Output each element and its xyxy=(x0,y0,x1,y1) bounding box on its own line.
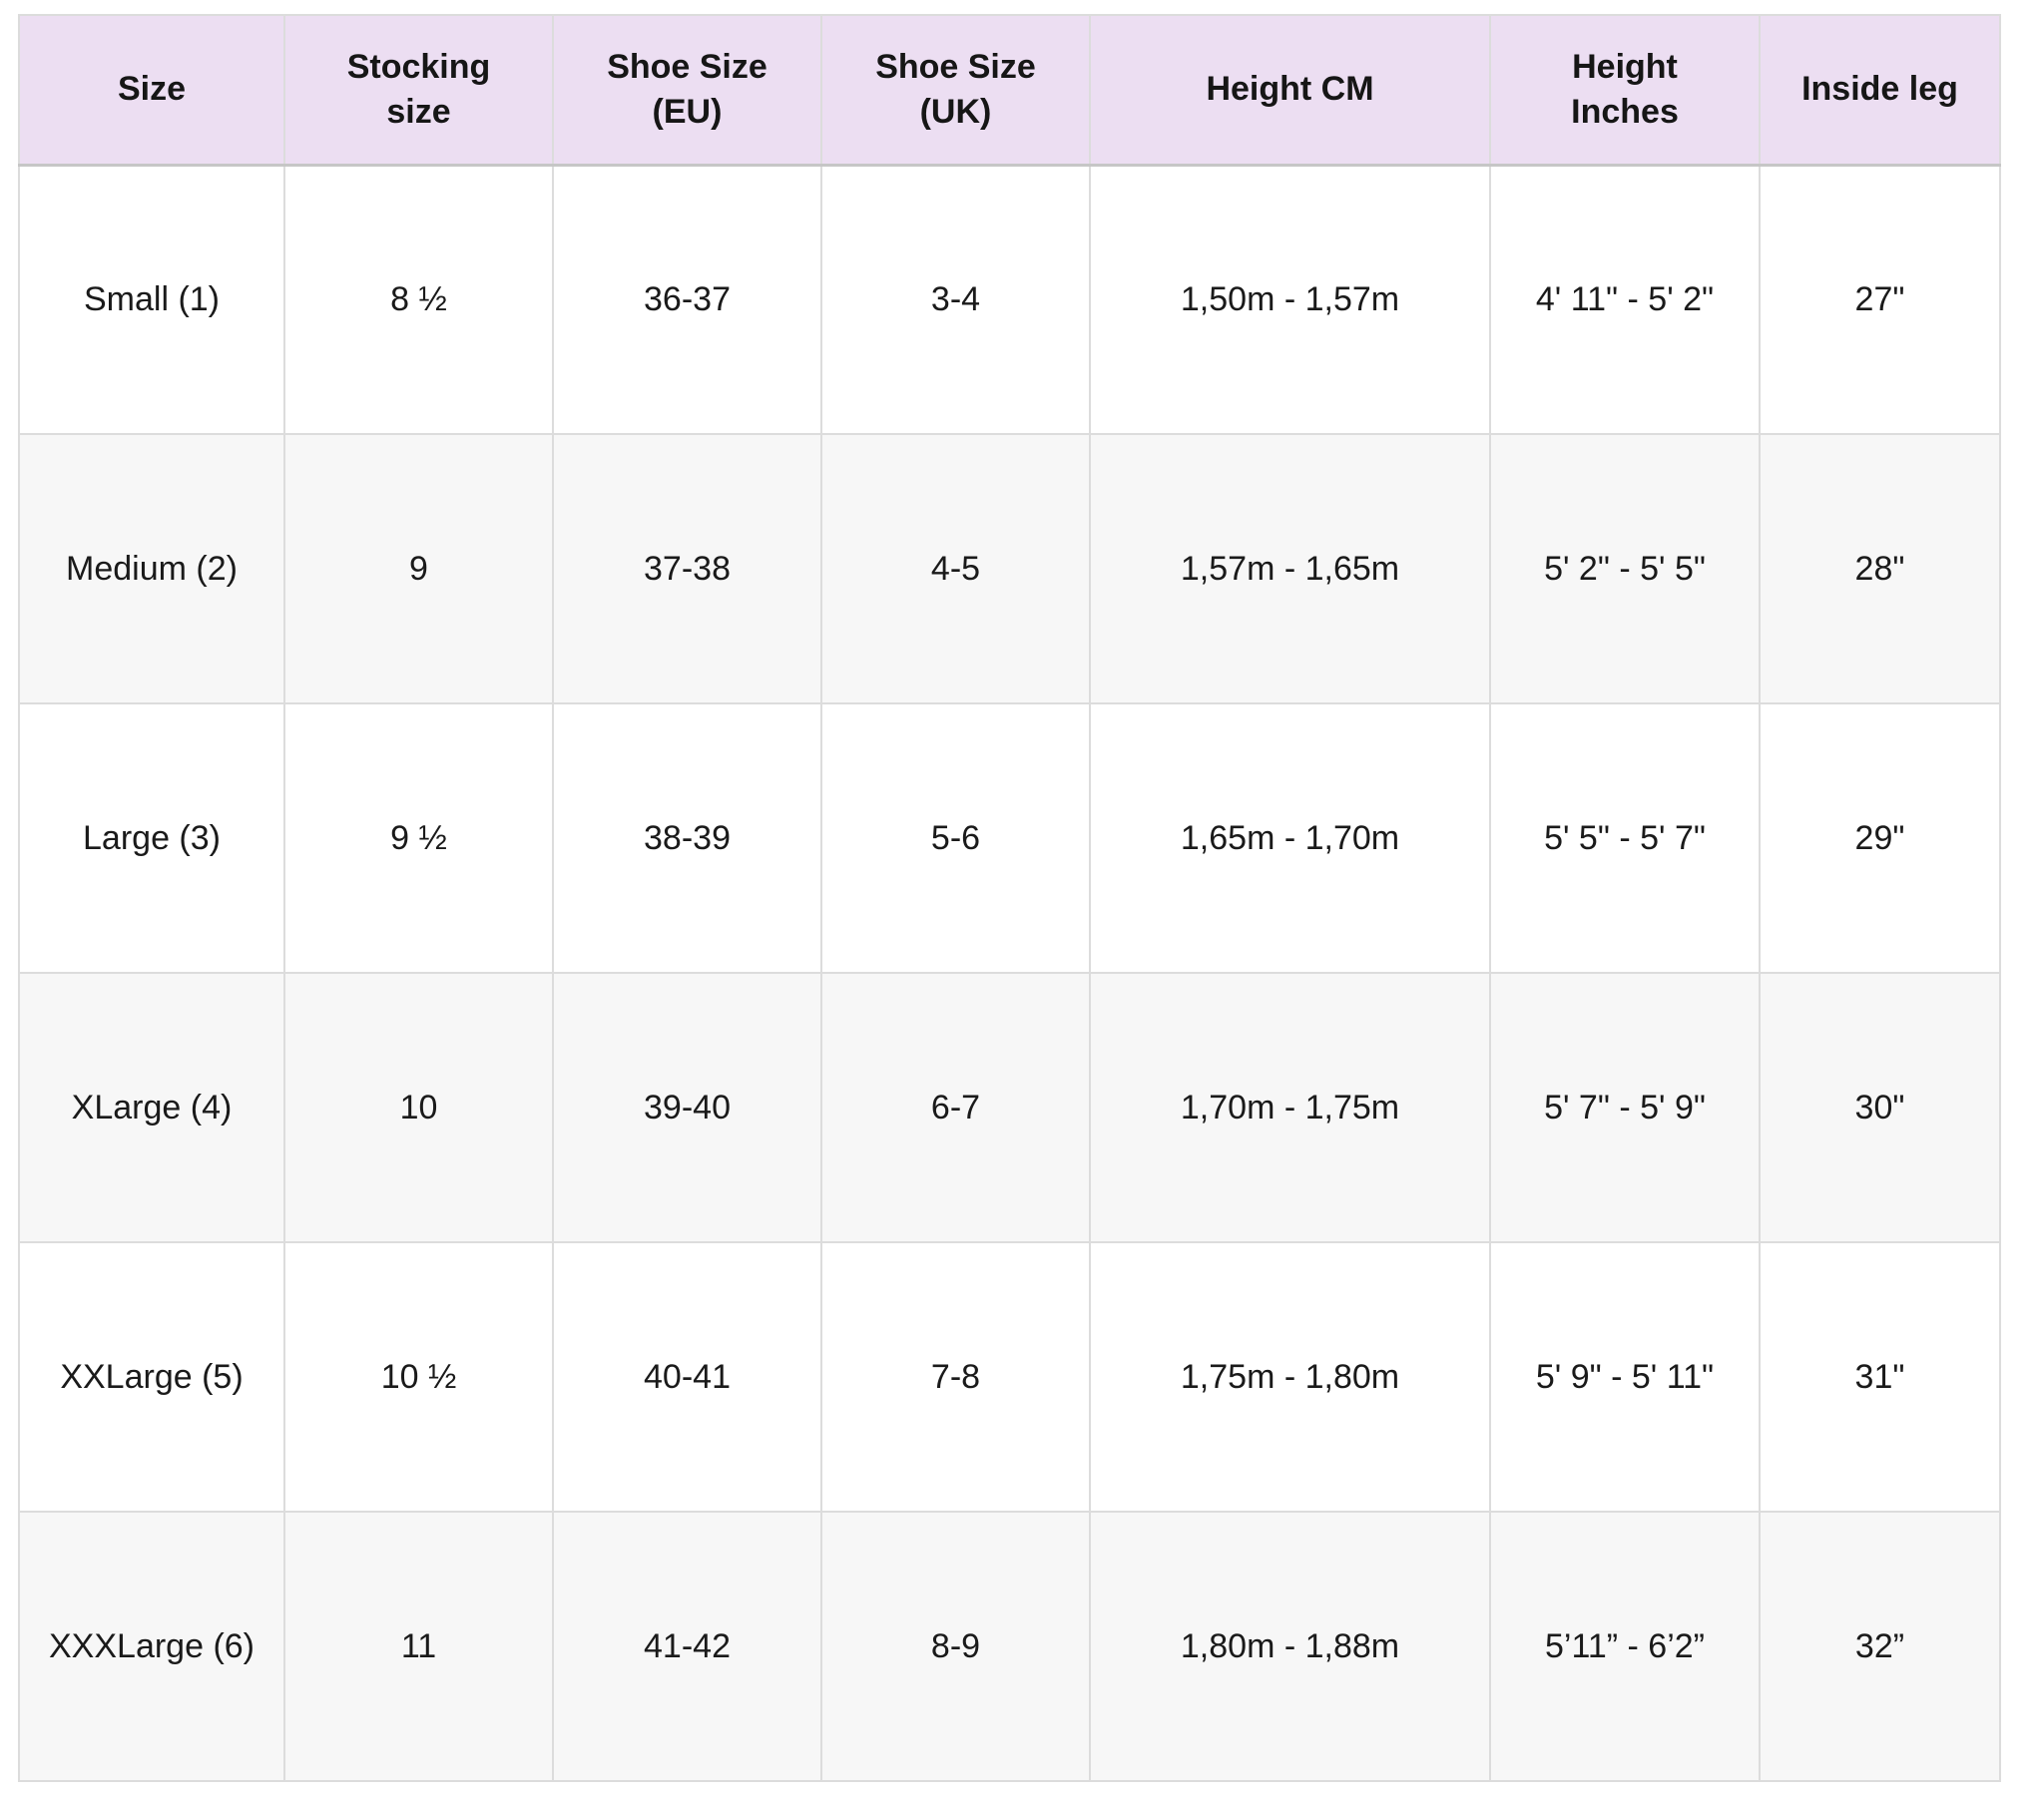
column-header-shoe-size-uk: Shoe Size (UK) xyxy=(820,14,1091,167)
cell-stocking-size: 11 xyxy=(283,1511,554,1782)
cell-inside-leg: 29" xyxy=(1759,702,2001,974)
cell-inside-leg: 32” xyxy=(1759,1511,2001,1782)
cell-shoe-size-eu: 41-42 xyxy=(552,1511,822,1782)
column-header-inside-leg: Inside leg xyxy=(1759,14,2001,167)
column-header-height-inches: Height Inches xyxy=(1489,14,1761,167)
cell-height-cm: 1,80m - 1,88m xyxy=(1089,1511,1491,1782)
size-chart-table: Size Stocking size Shoe Size (EU) Shoe S… xyxy=(18,14,2001,1782)
cell-stocking-size: 10 ½ xyxy=(283,1241,554,1513)
cell-stocking-size: 9 ½ xyxy=(283,702,554,974)
cell-inside-leg: 28" xyxy=(1759,433,2001,704)
table-row-medium: Medium (2) 9 37-38 4-5 1,57m - 1,65m 5' … xyxy=(18,433,2001,704)
cell-height-inches: 5’11” - 6’2” xyxy=(1489,1511,1761,1782)
cell-size: XXXLarge (6) xyxy=(18,1511,285,1782)
cell-height-inches: 4' 11" - 5' 2" xyxy=(1489,164,1761,435)
table-row-small: Small (1) 8 ½ 36-37 3-4 1,50m - 1,57m 4'… xyxy=(18,164,2001,435)
cell-shoe-size-uk: 8-9 xyxy=(820,1511,1091,1782)
cell-stocking-size: 8 ½ xyxy=(283,164,554,435)
cell-height-inches: 5' 5" - 5' 7" xyxy=(1489,702,1761,974)
table-header: Size Stocking size Shoe Size (EU) Shoe S… xyxy=(18,14,2001,167)
column-header-stocking-size: Stocking size xyxy=(283,14,554,167)
cell-shoe-size-uk: 7-8 xyxy=(820,1241,1091,1513)
column-header-size: Size xyxy=(18,14,285,167)
cell-size: Medium (2) xyxy=(18,433,285,704)
cell-shoe-size-eu: 37-38 xyxy=(552,433,822,704)
column-header-shoe-size-eu: Shoe Size (EU) xyxy=(552,14,822,167)
cell-size: Small (1) xyxy=(18,164,285,435)
table-row-xlarge: XLarge (4) 10 39-40 6-7 1,70m - 1,75m 5'… xyxy=(18,972,2001,1243)
header-row: Size Stocking size Shoe Size (EU) Shoe S… xyxy=(18,14,2001,167)
cell-shoe-size-eu: 38-39 xyxy=(552,702,822,974)
cell-shoe-size-uk: 4-5 xyxy=(820,433,1091,704)
table-row-xxlarge: XXLarge (5) 10 ½ 40-41 7-8 1,75m - 1,80m… xyxy=(18,1241,2001,1513)
cell-height-inches: 5' 7" - 5' 9" xyxy=(1489,972,1761,1243)
cell-height-cm: 1,65m - 1,70m xyxy=(1089,702,1491,974)
column-header-height-cm: Height CM xyxy=(1089,14,1491,167)
cell-size: XLarge (4) xyxy=(18,972,285,1243)
cell-inside-leg: 27" xyxy=(1759,164,2001,435)
cell-stocking-size: 10 xyxy=(283,972,554,1243)
cell-stocking-size: 9 xyxy=(283,433,554,704)
table-row-large: Large (3) 9 ½ 38-39 5-6 1,65m - 1,70m 5'… xyxy=(18,702,2001,974)
cell-size: XXLarge (5) xyxy=(18,1241,285,1513)
cell-height-cm: 1,75m - 1,80m xyxy=(1089,1241,1491,1513)
cell-shoe-size-eu: 40-41 xyxy=(552,1241,822,1513)
cell-height-cm: 1,50m - 1,57m xyxy=(1089,164,1491,435)
cell-shoe-size-eu: 36-37 xyxy=(552,164,822,435)
cell-inside-leg: 31" xyxy=(1759,1241,2001,1513)
table-row-xxxlarge: XXXLarge (6) 11 41-42 8-9 1,80m - 1,88m … xyxy=(18,1511,2001,1782)
cell-height-cm: 1,57m - 1,65m xyxy=(1089,433,1491,704)
cell-height-cm: 1,70m - 1,75m xyxy=(1089,972,1491,1243)
cell-inside-leg: 30" xyxy=(1759,972,2001,1243)
table-body: Small (1) 8 ½ 36-37 3-4 1,50m - 1,57m 4'… xyxy=(18,164,2001,1782)
cell-shoe-size-uk: 6-7 xyxy=(820,972,1091,1243)
cell-shoe-size-uk: 3-4 xyxy=(820,164,1091,435)
cell-height-inches: 5' 9" - 5' 11" xyxy=(1489,1241,1761,1513)
cell-shoe-size-uk: 5-6 xyxy=(820,702,1091,974)
cell-height-inches: 5' 2" - 5' 5" xyxy=(1489,433,1761,704)
cell-size: Large (3) xyxy=(18,702,285,974)
cell-shoe-size-eu: 39-40 xyxy=(552,972,822,1243)
